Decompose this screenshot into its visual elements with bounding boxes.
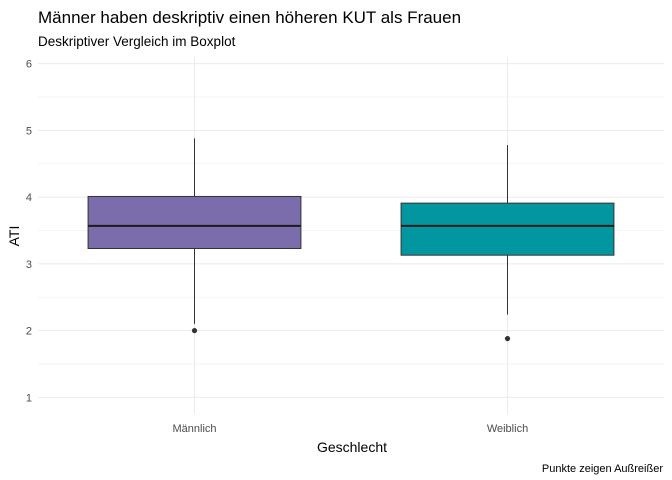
y-tick-label: 5 xyxy=(26,125,32,137)
chart-title: Männer haben deskriptiv einen höheren KU… xyxy=(38,8,461,27)
x-axis-ticks: Männlich Weiblich xyxy=(172,423,528,435)
outlier-point xyxy=(191,327,198,334)
y-axis-ticks: 1 2 3 4 5 6 xyxy=(26,59,32,405)
y-tick-label: 3 xyxy=(26,259,32,271)
x-tick-label: Männlich xyxy=(172,423,216,435)
y-tick-label: 6 xyxy=(26,59,32,71)
box-weiblich xyxy=(400,202,615,256)
y-axis-label: ATI xyxy=(6,226,22,247)
outlier-point xyxy=(504,335,511,342)
y-tick-label: 2 xyxy=(26,326,32,338)
x-axis-label: Geschlecht xyxy=(317,439,387,455)
y-tick-label: 1 xyxy=(26,392,32,404)
x-tick-label: Weiblich xyxy=(487,423,528,435)
box-maennlich xyxy=(87,195,302,250)
chart-subtitle: Deskriptiver Vergleich im Boxplot xyxy=(38,34,236,49)
boxes-layer xyxy=(87,138,615,342)
y-tick-label: 4 xyxy=(26,192,32,204)
chart-caption: Punkte zeigen Außreißer xyxy=(542,463,663,475)
